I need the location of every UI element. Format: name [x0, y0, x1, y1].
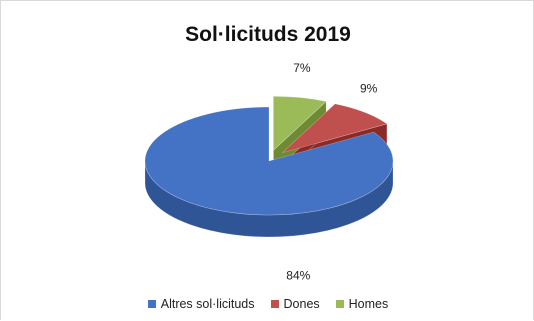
- legend-swatch-altres: [147, 300, 156, 308]
- legend-label-altres: Altres sol·licituds: [160, 297, 255, 311]
- legend-item-altres: Altres sol·licituds: [147, 297, 255, 311]
- data-label-altres: 84%: [286, 269, 310, 283]
- legend-swatch-homes: [335, 300, 344, 308]
- pie-slice-dones: [282, 103, 388, 154]
- legend-label-homes: Homes: [348, 297, 389, 311]
- legend-label-dones: Dones: [283, 297, 320, 311]
- data-label-homes: 7%: [293, 61, 311, 75]
- data-label-dones: 9%: [360, 82, 378, 96]
- pie-slice-homes: [273, 95, 327, 151]
- pie-slice-altres: [144, 106, 394, 216]
- legend-swatch-dones: [270, 300, 279, 308]
- legend: Altres sol·licituds Dones Homes: [1, 297, 534, 311]
- legend-item-dones: Dones: [270, 297, 320, 311]
- chart-title: Sol·licituds 2019: [185, 23, 351, 46]
- legend-item-homes: Homes: [335, 297, 389, 311]
